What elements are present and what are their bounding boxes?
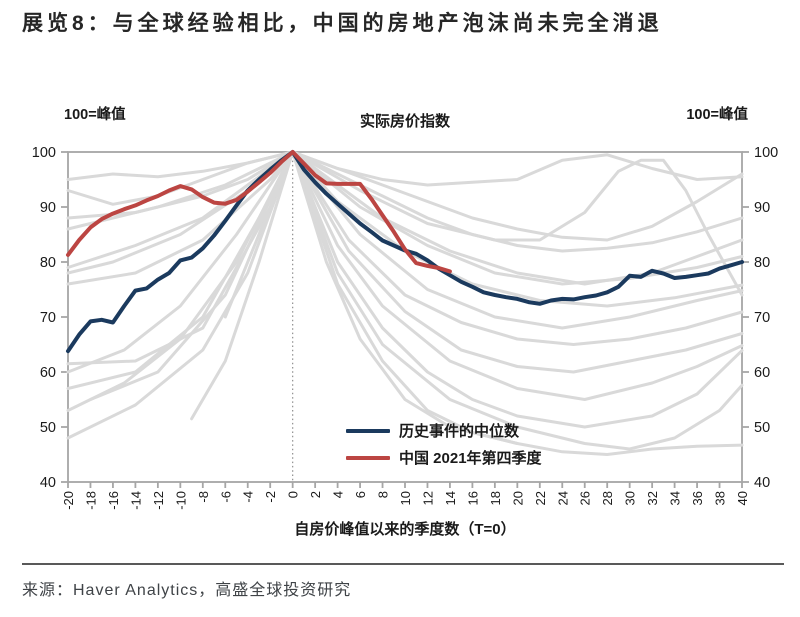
svg-text:90: 90: [754, 200, 770, 216]
svg-text:-6: -6: [218, 491, 233, 503]
svg-text:20: 20: [510, 491, 525, 505]
svg-text:36: 36: [690, 491, 705, 505]
x-axis-title: 自房价峰值以来的季度数（T=0）: [294, 521, 516, 538]
svg-text:30: 30: [623, 491, 638, 505]
svg-text:-18: -18: [83, 491, 98, 510]
right-axis-unit-label: 100=峰值: [686, 107, 748, 123]
svg-text:12: 12: [420, 491, 435, 505]
svg-text:100: 100: [754, 145, 778, 161]
svg-text:32: 32: [645, 491, 660, 505]
svg-text:2: 2: [308, 491, 323, 498]
svg-text:34: 34: [668, 491, 683, 505]
svg-text:100: 100: [32, 145, 56, 161]
svg-text:38: 38: [713, 491, 728, 505]
legend-item-china: 中国 2021年第四季度: [346, 444, 542, 471]
svg-text:-8: -8: [196, 491, 211, 503]
svg-text:60: 60: [40, 365, 56, 381]
svg-text:80: 80: [40, 255, 56, 271]
svg-text:80: 80: [754, 255, 770, 271]
svg-text:10: 10: [398, 491, 413, 505]
svg-text:28: 28: [600, 491, 615, 505]
svg-text:6: 6: [353, 491, 368, 498]
svg-text:60: 60: [754, 365, 770, 381]
svg-text:40: 40: [735, 491, 750, 505]
svg-text:50: 50: [754, 420, 770, 436]
svg-text:8: 8: [376, 491, 391, 498]
svg-text:0: 0: [286, 491, 301, 498]
svg-text:40: 40: [40, 475, 56, 491]
median-line-swatch-icon: [346, 428, 390, 433]
left-axis-unit-label: 100=峰值: [64, 107, 126, 123]
source-line: 来源：Haver Analytics，高盛全球投资研究: [22, 582, 352, 599]
svg-text:18: 18: [488, 491, 503, 505]
svg-text:-12: -12: [151, 491, 166, 510]
svg-text:90: 90: [40, 200, 56, 216]
svg-text:14: 14: [443, 491, 458, 505]
svg-text:70: 70: [754, 310, 770, 326]
svg-text:-20: -20: [61, 491, 76, 510]
svg-text:-4: -4: [241, 491, 256, 503]
svg-text:16: 16: [465, 491, 480, 505]
svg-text:24: 24: [555, 491, 570, 505]
legend-label-median: 历史事件的中位数: [399, 423, 520, 440]
chart-title: 实际房价指数: [359, 113, 450, 130]
legend-label-china: 中国 2021年第四季度: [399, 450, 542, 467]
svg-text:-2: -2: [263, 491, 278, 503]
china-line-swatch-icon: [346, 455, 390, 460]
svg-text:26: 26: [578, 491, 593, 505]
page-title: 展览8：与全球经验相比，中国的房地产泡沫尚未完全消退: [22, 12, 663, 35]
svg-text:-14: -14: [128, 491, 143, 510]
svg-text:-10: -10: [173, 491, 188, 510]
footer-divider: [22, 563, 784, 565]
svg-text:40: 40: [754, 475, 770, 491]
svg-text:22: 22: [533, 491, 548, 505]
svg-text:70: 70: [40, 310, 56, 326]
chart-legend: 历史事件的中位数 中国 2021年第四季度: [346, 417, 542, 471]
legend-item-median: 历史事件的中位数: [346, 417, 542, 444]
svg-text:-16: -16: [106, 491, 121, 510]
svg-text:50: 50: [40, 420, 56, 436]
svg-text:4: 4: [331, 491, 346, 498]
